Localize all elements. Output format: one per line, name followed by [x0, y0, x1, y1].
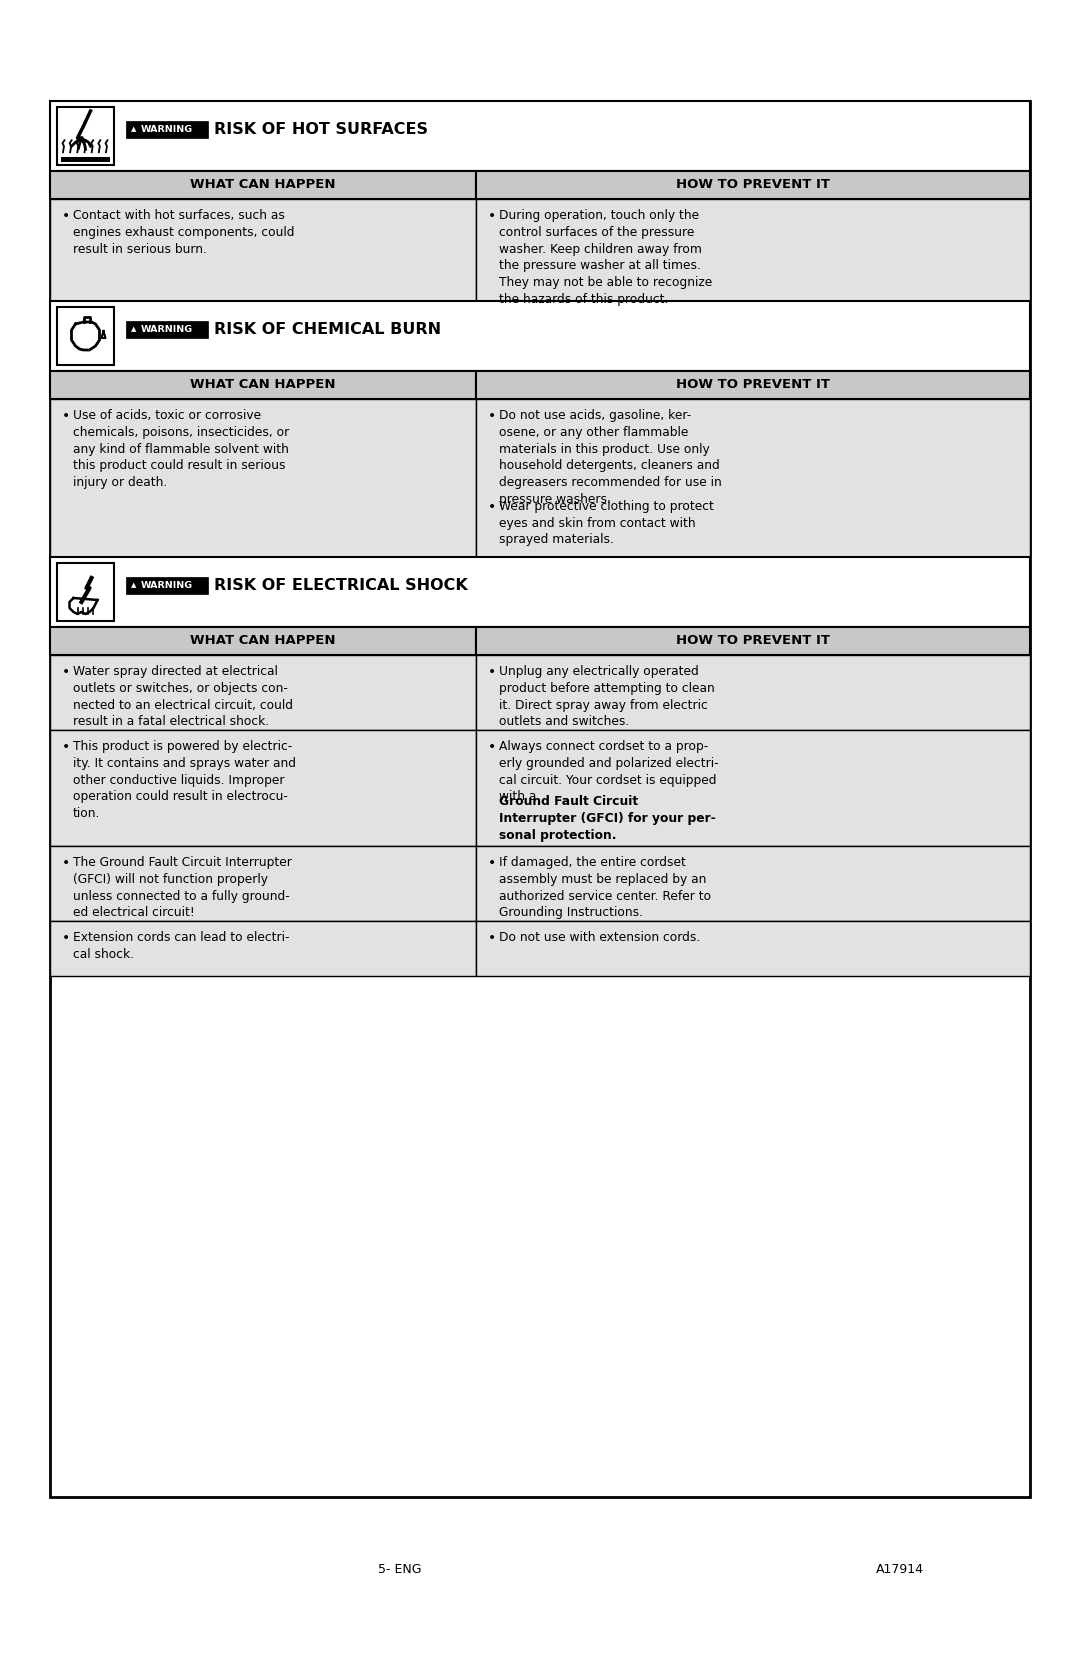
Text: •: • — [488, 931, 496, 945]
Text: A17914: A17914 — [876, 1562, 924, 1576]
Bar — [476, 170, 1030, 199]
Bar — [476, 846, 1030, 921]
Text: Unplug any electrically operated
product before attempting to clean
it. Direct s: Unplug any electrically operated product… — [499, 664, 715, 728]
Bar — [50, 729, 476, 846]
Text: RISK OF CHEMICAL BURN: RISK OF CHEMICAL BURN — [214, 322, 441, 337]
Text: •: • — [488, 856, 496, 870]
Text: •: • — [488, 409, 496, 422]
Bar — [50, 170, 476, 199]
Text: RISK OF ELECTRICAL SHOCK: RISK OF ELECTRICAL SHOCK — [214, 577, 468, 592]
Text: •: • — [62, 409, 70, 422]
Bar — [476, 371, 1030, 399]
Text: Do not use with extension cords.: Do not use with extension cords. — [499, 931, 700, 945]
Text: •: • — [62, 739, 70, 754]
Bar — [50, 921, 476, 976]
Text: WHAT CAN HAPPEN: WHAT CAN HAPPEN — [190, 179, 336, 192]
Text: WHAT CAN HAPPEN: WHAT CAN HAPPEN — [190, 634, 336, 648]
Text: ▲: ▲ — [131, 325, 136, 332]
Text: Use of acids, toxic or corrosive
chemicals, poisons, insecticides, or
any kind o: Use of acids, toxic or corrosive chemica… — [73, 409, 289, 489]
Text: Water spray directed at electrical
outlets or switches, or objects con-
nected t: Water spray directed at electrical outle… — [73, 664, 293, 728]
Text: During operation, touch only the
control surfaces of the pressure
washer. Keep c: During operation, touch only the control… — [499, 209, 712, 305]
Text: HOW TO PREVENT IT: HOW TO PREVENT IT — [676, 634, 831, 648]
Text: WARNING: WARNING — [141, 325, 193, 334]
Bar — [50, 557, 1030, 628]
Text: •: • — [62, 856, 70, 870]
Text: Contact with hot surfaces, such as
engines exhaust components, could
result in s: Contact with hot surfaces, such as engin… — [73, 209, 295, 255]
Text: WARNING: WARNING — [141, 581, 193, 589]
Text: •: • — [62, 664, 70, 679]
Text: Wear protective clothing to protect
eyes and skin from contact with
sprayed mate: Wear protective clothing to protect eyes… — [499, 499, 714, 546]
Text: This product is powered by electric-
ity. It contains and sprays water and
other: This product is powered by electric- ity… — [73, 739, 296, 819]
Bar — [50, 102, 1030, 170]
Bar — [476, 921, 1030, 976]
Text: Do not use acids, gasoline, ker-
osene, or any other flammable
materials in this: Do not use acids, gasoline, ker- osene, … — [499, 409, 721, 506]
Text: Extension cords can lead to electri-
cal shock.: Extension cords can lead to electri- cal… — [73, 931, 289, 961]
Text: •: • — [488, 499, 496, 514]
Text: •: • — [62, 209, 70, 224]
Text: Ground Fault Circuit
Interrupter (GFCI) for your per-
sonal protection.: Ground Fault Circuit Interrupter (GFCI) … — [499, 794, 716, 841]
Bar — [476, 654, 1030, 729]
Text: •: • — [488, 209, 496, 224]
Bar — [50, 628, 476, 654]
Bar — [57, 562, 114, 621]
Text: HOW TO PREVENT IT: HOW TO PREVENT IT — [676, 379, 831, 392]
Bar — [126, 577, 208, 594]
Text: If damaged, the entire cordset
assembly must be replaced by an
authorized servic: If damaged, the entire cordset assembly … — [499, 856, 711, 920]
Text: •: • — [488, 739, 496, 754]
Text: 5- ENG: 5- ENG — [378, 1562, 422, 1576]
Bar — [50, 300, 1030, 371]
Bar — [126, 320, 208, 337]
Bar — [476, 199, 1030, 300]
Text: ▲: ▲ — [131, 127, 136, 132]
Bar — [50, 846, 476, 921]
Bar — [476, 399, 1030, 557]
Text: Always connect cordset to a prop-
erly grounded and polarized electri-
cal circu: Always connect cordset to a prop- erly g… — [499, 739, 718, 803]
Text: The Ground Fault Circuit Interrupter
(GFCI) will not function properly
unless co: The Ground Fault Circuit Interrupter (GF… — [73, 856, 292, 920]
Text: •: • — [62, 931, 70, 945]
Bar — [50, 654, 476, 729]
Text: •: • — [488, 664, 496, 679]
Text: HOW TO PREVENT IT: HOW TO PREVENT IT — [676, 179, 831, 192]
Bar — [476, 628, 1030, 654]
Text: ▲: ▲ — [131, 582, 136, 587]
Bar — [50, 102, 1030, 1497]
Bar — [57, 107, 114, 165]
Bar — [476, 729, 1030, 846]
Bar — [60, 157, 110, 162]
Text: WHAT CAN HAPPEN: WHAT CAN HAPPEN — [190, 379, 336, 392]
Bar — [50, 199, 476, 300]
Bar — [50, 371, 476, 399]
Text: RISK OF HOT SURFACES: RISK OF HOT SURFACES — [214, 122, 428, 137]
Bar — [126, 120, 208, 139]
Bar — [57, 307, 114, 366]
Bar — [50, 399, 476, 557]
Text: WARNING: WARNING — [141, 125, 193, 134]
